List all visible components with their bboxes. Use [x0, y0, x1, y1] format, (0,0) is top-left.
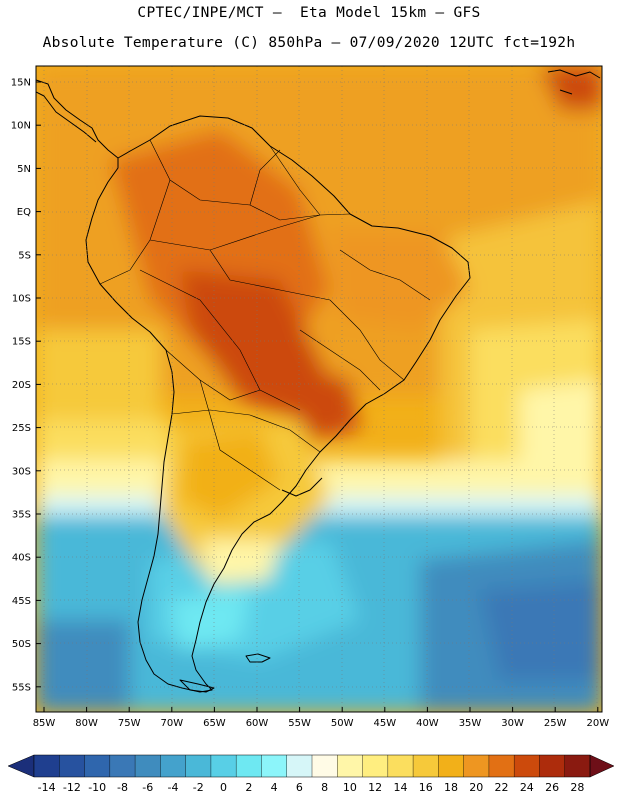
lon-tick-label: 35W — [459, 718, 482, 729]
colorbar-swatch — [261, 755, 288, 777]
lat-tick-label: 25S — [12, 423, 31, 434]
colorbar-label: 16 — [419, 781, 433, 794]
colorbar-overflow-arrow — [589, 754, 615, 778]
colorbar-label: 10 — [343, 781, 357, 794]
colorbar-swatch — [236, 755, 262, 777]
colorbar: -14 -12 -10 -8 -6 -4 -2 0 2 4 6 8 10 12 14 16 18 20 22 24 26… — [7, 754, 615, 794]
colorbar-label: -10 — [88, 781, 106, 794]
colorbar-swatch — [84, 755, 111, 777]
colorbar-label: 8 — [321, 781, 328, 794]
colorbar-underflow-arrow — [7, 754, 35, 778]
lon-tick-label: 45W — [373, 718, 396, 729]
colorbar-label: -12 — [63, 781, 81, 794]
colorbar-label: 22 — [495, 781, 509, 794]
lon-tick-label: 20W — [586, 718, 609, 729]
colorbar-swatch — [286, 755, 313, 777]
colorbar-label: 14 — [393, 781, 407, 794]
lat-tick-label: 55S — [12, 682, 31, 693]
map-title-line-1: CPTEC/INPE/MCT – Eta Model 15km – GFS — [137, 5, 481, 21]
political-borders — [99, 139, 431, 491]
colorbar-swatch — [109, 755, 136, 777]
colorbar-label: 4 — [271, 781, 278, 794]
colorbar-label: -6 — [142, 781, 153, 794]
colorbar-label: 12 — [368, 781, 382, 794]
lon-tick-label: 70W — [160, 718, 183, 729]
lon-tick-label: 65W — [203, 718, 226, 729]
coastlines — [36, 69, 601, 693]
lat-tick-label: 50S — [12, 639, 31, 650]
colorbar-label: 6 — [296, 781, 303, 794]
lat-tick-label: 5S — [18, 250, 31, 261]
colorbar-swatch — [463, 755, 490, 777]
colorbar-label: -8 — [117, 781, 128, 794]
lat-tick-label: 20S — [12, 380, 31, 391]
lon-tick-label: 25W — [544, 718, 567, 729]
lat-tick-label: 30S — [12, 466, 31, 477]
colorbar-label: -2 — [193, 781, 204, 794]
colorbar-swatch — [312, 755, 338, 777]
colorbar-label: 18 — [444, 781, 458, 794]
colorbar-swatch — [34, 755, 60, 777]
colorbar-label: 2 — [245, 781, 252, 794]
colorbar-label: -14 — [38, 781, 56, 794]
colorbar-label: 24 — [520, 781, 534, 794]
lon-tick-label: 60W — [246, 718, 269, 729]
temperature-field — [36, 66, 602, 712]
colorbar-swatch — [210, 755, 237, 777]
colorbar-swatch — [337, 755, 363, 777]
colorbar-label: 28 — [570, 781, 584, 794]
colorbar-label: 26 — [545, 781, 559, 794]
lat-tick-label: 45S — [12, 596, 31, 607]
lat-tick-label: 40S — [12, 553, 31, 564]
lon-tick-label: 85W — [33, 718, 56, 729]
lat-tick-label: 10S — [12, 294, 31, 305]
lat-tick-label: 15N — [11, 78, 31, 89]
lon-tick-label: 80W — [75, 718, 98, 729]
lon-tick-label: 55W — [288, 718, 311, 729]
colorbar-swatch — [185, 755, 212, 777]
colorbar-swatch — [564, 755, 591, 777]
lat-tick-label: 5N — [17, 164, 31, 175]
lat-tick-label: 35S — [12, 510, 31, 521]
colorbar-swatch — [438, 755, 464, 777]
latitude-axis: 15N 10N 5N EQ 5S 10S 15S 20S 25S 30S 35S 40S 45S 50S 5… — [11, 78, 41, 693]
lon-tick-label: 75W — [118, 718, 141, 729]
colorbar-swatch — [387, 755, 414, 777]
lon-tick-label: 30W — [501, 718, 524, 729]
colorbar-swatch — [135, 755, 161, 777]
lat-tick-label: 10N — [11, 121, 31, 132]
map-title-line-2: Absolute Temperature (C) 850hPa – 07/09/… — [42, 35, 576, 51]
colorbar-swatch — [413, 755, 439, 777]
colorbar-swatch — [362, 755, 389, 777]
lat-tick-label: 15S — [12, 337, 31, 348]
lat-tick-label: EQ — [17, 207, 31, 218]
colorbar-label: -4 — [168, 781, 179, 794]
colorbar-swatch — [59, 755, 85, 777]
colorbar-swatch — [488, 755, 515, 777]
lon-tick-label: 50W — [331, 718, 354, 729]
colorbar-label: 20 — [469, 781, 483, 794]
colorbar-label: 0 — [220, 781, 227, 794]
lon-tick-label: 40W — [416, 718, 439, 729]
colorbar-swatch — [539, 755, 566, 777]
longitude-axis: 85W 80W 75W 70W 65W 60W 55W 50W 45W 40W 35W 30W 25W 2… — [33, 707, 609, 729]
plot-border — [35, 65, 603, 713]
colorbar-swatch — [160, 755, 186, 777]
colorbar-swatch — [514, 755, 540, 777]
